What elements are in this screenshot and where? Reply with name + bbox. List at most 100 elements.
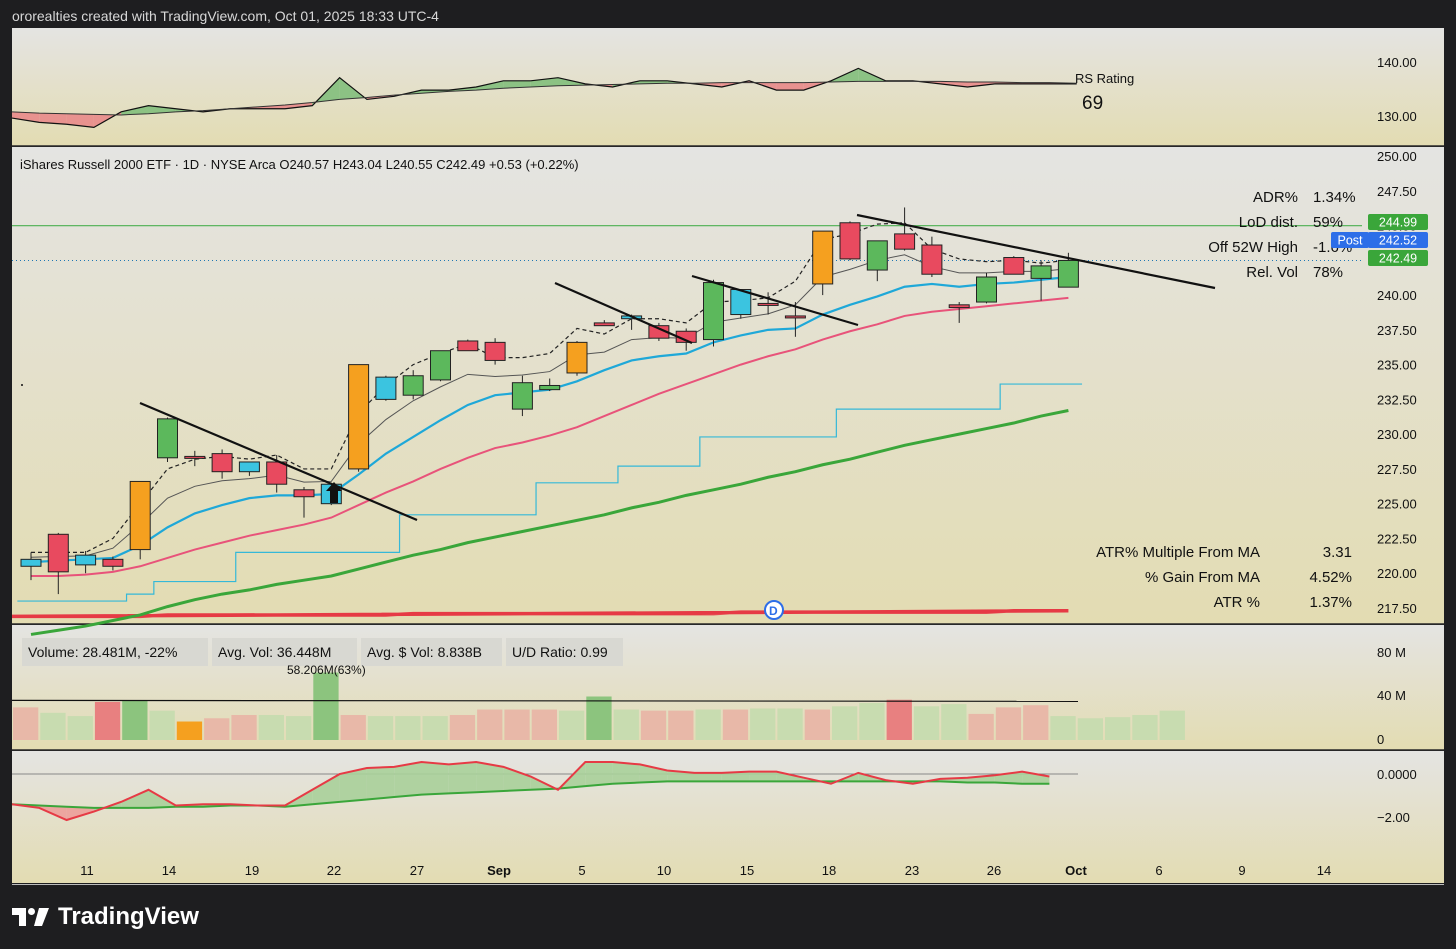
rs-fill	[121, 105, 149, 115]
stat-label: ADR%	[1253, 189, 1298, 206]
price-tag[interactable]	[1331, 232, 1369, 248]
indicator-fill	[448, 762, 477, 794]
volume-bar	[204, 718, 230, 740]
stat-label: ATR% Multiple From MA	[1096, 544, 1260, 561]
rs-fill	[12, 111, 40, 123]
x-axis-label: 14	[1317, 863, 1331, 878]
stat-value: 1.34%	[1313, 189, 1356, 206]
stat-label: Rel. Vol	[1246, 264, 1298, 281]
volume-bar	[422, 716, 448, 740]
price-panel-bg	[12, 147, 1444, 624]
volume-bar	[668, 710, 694, 740]
volume-bar	[750, 708, 776, 740]
volume-bar	[613, 709, 639, 740]
rs-fill	[940, 81, 968, 87]
candle-body	[921, 244, 943, 275]
volume-bar	[313, 672, 339, 740]
price-tag-label: 244.99	[1379, 216, 1417, 230]
volume-bar	[913, 706, 940, 740]
candle-body	[157, 418, 178, 459]
rs-fill	[285, 102, 313, 109]
price-title: iShares Russell 2000 ETF · 1D · NYSE Arc…	[20, 157, 579, 172]
rs-panel-bg	[12, 28, 1444, 146]
price-axis-tick: 235.00	[1377, 358, 1417, 373]
volume-axis-tick: 40 M	[1377, 688, 1406, 703]
indicator-fill	[721, 771, 750, 782]
volume-bar	[832, 706, 858, 740]
volume-bar	[231, 714, 257, 740]
indicator-fill	[121, 789, 149, 808]
indicator-fill	[1022, 771, 1050, 784]
volume-bar	[504, 709, 530, 740]
candle-body	[457, 340, 479, 352]
indicator-fill	[694, 772, 722, 782]
x-axis-label: 14	[162, 863, 176, 878]
volume-bar	[477, 709, 503, 740]
price-axis-tick: 232.50	[1377, 392, 1417, 407]
rs-fill	[503, 80, 531, 89]
volume-bar	[1077, 718, 1103, 740]
volume-bar	[695, 709, 721, 740]
up-arrow-icon	[326, 482, 342, 503]
x-axis-label: 27	[410, 863, 424, 878]
volume-bar	[449, 714, 476, 740]
volume-bar	[149, 710, 175, 740]
price-axis-tick: 227.50	[1377, 462, 1417, 477]
brand-name: TradingView	[58, 903, 199, 930]
caption: ororealties created with TradingView.com…	[12, 8, 439, 24]
volume-stat-box	[506, 638, 623, 666]
price-tag-label: 242.49	[1379, 252, 1417, 266]
step-line	[17, 383, 1083, 602]
volume-bar	[395, 716, 421, 740]
volume-bar	[258, 714, 284, 740]
volume-stat-box	[22, 638, 208, 666]
indicator-axis-tick: −2.00	[1377, 810, 1410, 825]
x-axis-line	[12, 884, 1444, 885]
indicator-panel-bg	[12, 751, 1444, 883]
volume-peak-label: 58.206M(63%)	[287, 663, 366, 677]
candle-body	[1003, 257, 1025, 275]
price-axis-tick: 217.50	[1377, 601, 1417, 616]
candle-body	[430, 350, 451, 381]
candle-body	[866, 240, 888, 271]
candle-body	[375, 376, 397, 400]
volume-bar	[804, 709, 830, 740]
price-axis-tick: 237.50	[1377, 323, 1417, 338]
volume-stat-label: U/D Ratio: 0.99	[512, 644, 608, 660]
volume-bar	[995, 707, 1022, 740]
rs-fill	[66, 113, 94, 128]
candle-body	[184, 455, 206, 459]
rs-ma-line	[11, 80, 1077, 116]
indicator-fill	[476, 762, 504, 793]
price-tag[interactable]	[1368, 214, 1428, 230]
indicator-fill	[503, 766, 531, 791]
x-axis-label: Oct	[1065, 863, 1087, 878]
indicator-fill	[312, 774, 340, 805]
indicator-fill	[339, 768, 367, 802]
dividend-marker-icon[interactable]	[764, 600, 784, 620]
indicator-fill	[394, 762, 422, 798]
trend-line	[856, 213, 1216, 290]
volume-avg-line	[11, 699, 1079, 702]
volume-bar	[1023, 705, 1049, 740]
price-tag[interactable]	[1368, 232, 1428, 248]
candle-body	[266, 461, 288, 485]
price-tag[interactable]	[1368, 250, 1428, 266]
price-tag-label: Post	[1337, 234, 1363, 248]
candle-body	[812, 230, 834, 285]
rs-rating-label: RS Rating	[1075, 71, 1134, 86]
brand: TradingView	[12, 903, 199, 931]
price-axis-tick: 222.50	[1377, 531, 1417, 546]
tradingview-logo-icon	[12, 908, 49, 926]
dividend-marker-label: D	[769, 604, 778, 618]
rs-fill	[39, 113, 67, 125]
candle-body	[102, 558, 124, 567]
rs-line	[11, 67, 1077, 128]
volume-bar	[286, 716, 312, 740]
x-axis-label: 18	[822, 863, 836, 878]
rs-fill	[476, 80, 504, 91]
volume-bar	[1105, 717, 1131, 740]
volume-bar	[640, 710, 667, 740]
candle-body	[784, 315, 806, 319]
